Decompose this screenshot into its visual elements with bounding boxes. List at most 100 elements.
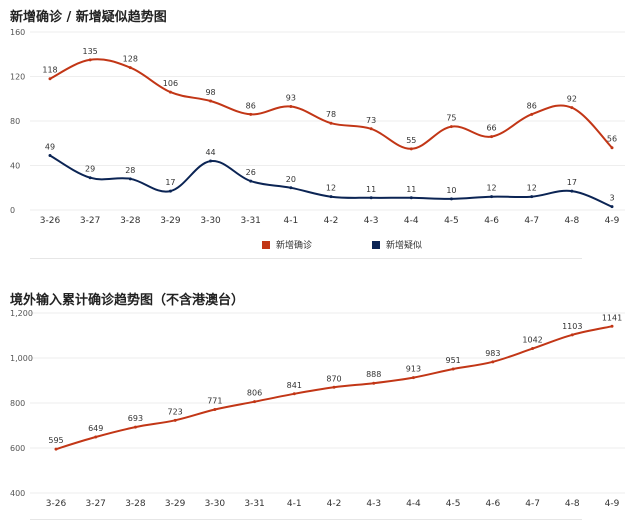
data-point[interactable]: [530, 112, 534, 116]
divider: [30, 519, 582, 520]
data-label: 17: [165, 178, 175, 187]
data-point[interactable]: [88, 58, 92, 62]
data-point[interactable]: [329, 121, 333, 125]
data-point[interactable]: [249, 179, 253, 183]
x-tick-label: 3-27: [80, 216, 100, 226]
data-point[interactable]: [168, 90, 172, 94]
legend-item-suspected[interactable]: 新增疑似: [372, 238, 422, 251]
x-tick-label: 3-29: [165, 499, 186, 509]
data-label: 870: [326, 374, 341, 383]
data-point[interactable]: [209, 99, 213, 103]
data-point[interactable]: [491, 360, 495, 364]
x-tick-label: 4-5: [444, 216, 459, 226]
data-label: 135: [83, 47, 98, 56]
data-point[interactable]: [490, 195, 494, 199]
data-point[interactable]: [173, 418, 177, 422]
data-point[interactable]: [213, 408, 217, 412]
data-point[interactable]: [54, 447, 58, 451]
data-point[interactable]: [48, 153, 52, 157]
data-point[interactable]: [409, 196, 413, 200]
x-tick-label: 4-3: [366, 499, 381, 509]
data-point[interactable]: [570, 189, 574, 193]
data-point[interactable]: [490, 135, 494, 139]
data-label: 12: [527, 184, 537, 193]
y-tick-label: 600: [10, 444, 25, 453]
data-label: 983: [485, 349, 500, 358]
data-point[interactable]: [249, 112, 253, 116]
daily-trend-chart: 0 40 80 120 160 3-26 3-27 3-28 3-29 3-30 3-31 4-1 4-…: [10, 28, 625, 226]
data-label: 93: [286, 94, 296, 103]
data-label: 128: [123, 55, 138, 64]
data-point[interactable]: [128, 66, 132, 70]
x-tick-label: 3-31: [244, 499, 264, 509]
data-point[interactable]: [449, 125, 453, 129]
x-tick-label: 4-4: [406, 499, 421, 509]
x-tick-label: 4-7: [525, 499, 540, 509]
data-point[interactable]: [209, 159, 213, 163]
data-point[interactable]: [292, 392, 296, 396]
data-point[interactable]: [570, 106, 574, 110]
data-label: 10: [446, 186, 456, 195]
data-label: 693: [128, 414, 143, 423]
y-tick-label: 1,200: [10, 309, 33, 318]
x-tick-label: 3-31: [240, 216, 260, 226]
y-tick-label: 160: [10, 28, 25, 37]
y-tick-label: 800: [10, 399, 25, 408]
data-point[interactable]: [289, 186, 293, 190]
data-label: 28: [125, 166, 135, 175]
data-point[interactable]: [449, 197, 453, 201]
data-label: 78: [326, 110, 336, 119]
data-point[interactable]: [369, 196, 373, 200]
data-point[interactable]: [570, 333, 574, 337]
x-tick-label: 4-4: [404, 216, 419, 226]
x-tick-label: 3-26: [46, 499, 67, 509]
data-point[interactable]: [133, 425, 137, 429]
data-point[interactable]: [369, 127, 373, 131]
data-label: 29: [85, 165, 95, 174]
data-point[interactable]: [289, 105, 293, 109]
x-tick-label: 4-2: [324, 216, 339, 226]
data-point[interactable]: [531, 347, 535, 351]
data-point[interactable]: [332, 385, 336, 389]
data-label: 98: [205, 88, 215, 97]
data-point[interactable]: [451, 367, 455, 371]
data-point[interactable]: [411, 376, 415, 380]
data-label: 841: [287, 381, 302, 390]
x-tick-label: 3-28: [120, 216, 141, 226]
data-point[interactable]: [128, 177, 132, 181]
data-point[interactable]: [88, 176, 92, 180]
data-label: 951: [446, 356, 461, 365]
data-point[interactable]: [610, 146, 614, 150]
data-label: 73: [366, 116, 376, 125]
y-tick-label: 400: [10, 489, 25, 498]
data-label: 92: [567, 95, 577, 104]
x-tick-label: 4-9: [605, 499, 620, 509]
data-point[interactable]: [253, 400, 257, 404]
data-point[interactable]: [94, 435, 98, 439]
x-tick-label: 3-26: [40, 216, 61, 226]
data-point[interactable]: [168, 189, 172, 193]
data-point[interactable]: [329, 195, 333, 199]
legend-label-confirmed: 新增确诊: [276, 241, 313, 251]
data-label: 3: [609, 194, 614, 203]
divider: [30, 258, 582, 259]
data-point[interactable]: [48, 77, 52, 81]
data-point[interactable]: [610, 205, 614, 209]
data-point[interactable]: [372, 381, 376, 385]
data-label: 118: [42, 66, 57, 75]
data-label: 86: [527, 101, 537, 110]
data-point[interactable]: [530, 195, 534, 199]
data-label: 723: [168, 407, 183, 416]
data-label: 56: [607, 135, 617, 144]
data-label: 49: [45, 142, 55, 151]
data-point[interactable]: [409, 147, 413, 151]
legend-swatch-suspected: [372, 240, 381, 249]
legend-item-confirmed[interactable]: 新增确诊: [262, 238, 312, 251]
x-tick-label: 4-8: [565, 499, 580, 509]
data-point[interactable]: [610, 324, 614, 328]
x-tick-label: 3-29: [160, 216, 181, 226]
series-line: [49, 154, 613, 208]
y-tick-label: 120: [10, 73, 25, 82]
data-label: 26: [246, 168, 256, 177]
data-label: 1141: [602, 313, 622, 322]
